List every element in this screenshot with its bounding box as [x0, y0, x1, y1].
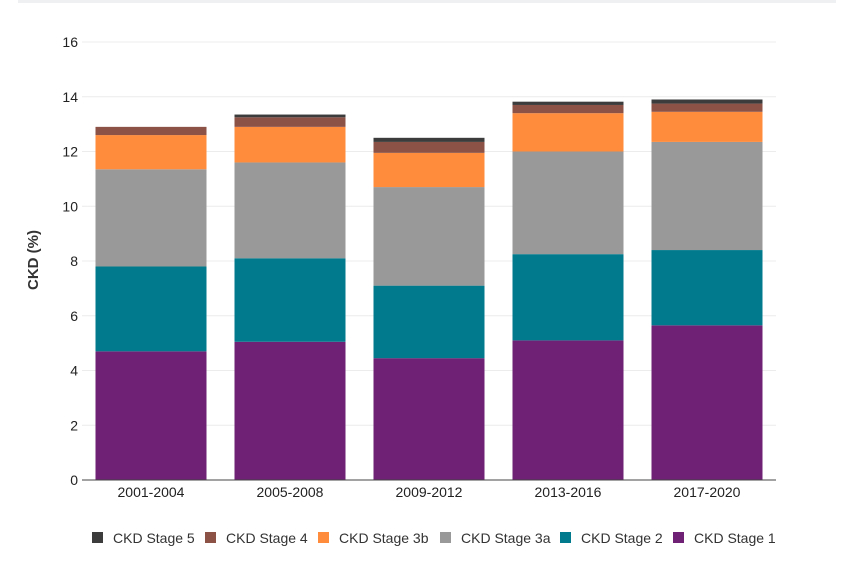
bar-ckd-stage-2-2009-2012	[373, 285, 485, 359]
y-tick-label: 14	[62, 89, 78, 105]
bars	[82, 99, 776, 481]
y-tick-label: 16	[62, 34, 78, 50]
x-tick-label: 2013-2016	[535, 484, 602, 500]
y-tick-label: 6	[70, 308, 78, 324]
bar-ckd-stage-5-2009-2012	[373, 137, 485, 142]
legend-label: CKD Stage 1	[694, 530, 776, 546]
legend-item-ckd-stage-5[interactable]: CKD Stage 5	[92, 530, 195, 546]
legend-swatch	[673, 532, 684, 543]
x-tick-label: 2017-2020	[674, 484, 741, 500]
legend-label: CKD Stage 2	[581, 530, 663, 546]
bar-ckd-stage-1-2017-2020	[651, 325, 763, 480]
y-tick-label: 2	[70, 417, 78, 433]
y-tick-label: 0	[70, 472, 78, 488]
y-tick-label: 10	[62, 198, 78, 214]
bar-ckd-stage-2-2017-2020	[651, 250, 763, 326]
bar-ckd-stage-1-2009-2012	[373, 358, 485, 480]
bar-ckd-stage-3b-2009-2012	[373, 152, 485, 188]
x-tick-label: 2009-2012	[396, 484, 463, 500]
y-axis-ticks: 0 2 4 6 8 10 12 14 16	[62, 34, 78, 488]
y-tick-label: 12	[62, 144, 78, 160]
y-axis-label: CKD (%)	[25, 230, 42, 290]
legend-swatch	[92, 532, 103, 543]
bar-ckd-stage-1-2005-2008	[234, 341, 346, 480]
bar-ckd-stage-1-2013-2016	[512, 340, 624, 480]
bar-ckd-stage-5-2017-2020	[651, 99, 763, 104]
bar-ckd-stage-3b-2001-2004	[95, 135, 207, 170]
bar-ckd-stage-2-2005-2008	[234, 258, 346, 342]
x-axis-ticks: 2001-2004 2005-2008 2009-2012 2013-2016 2017…	[118, 484, 741, 500]
legend-label: CKD Stage 5	[113, 530, 195, 546]
legend-label: CKD Stage 3a	[461, 530, 551, 546]
x-tick-label: 2001-2004	[118, 484, 185, 500]
bar-ckd-stage-5-2005-2008	[234, 114, 346, 118]
bar-ckd-stage-3b-2005-2008	[234, 126, 346, 163]
x-tick-label: 2005-2008	[257, 484, 324, 500]
bar-ckd-stage-3a-2009-2012	[373, 187, 485, 286]
bar-ckd-stage-3a-2013-2016	[512, 151, 624, 255]
legend-swatch	[205, 532, 216, 543]
legend-item-ckd-stage-4[interactable]: CKD Stage 4	[205, 530, 308, 546]
legend-item-ckd-stage-3a[interactable]: CKD Stage 3a	[440, 530, 551, 546]
top-divider	[18, 0, 836, 3]
bar-ckd-stage-4-2001-2004	[95, 126, 207, 136]
bar-ckd-stage-3b-2013-2016	[512, 113, 624, 152]
bar-ckd-stage-4-2017-2020	[651, 103, 763, 112]
bar-ckd-stage-3a-2001-2004	[95, 169, 207, 267]
legend-item-ckd-stage-2[interactable]: CKD Stage 2	[560, 530, 663, 546]
bar-ckd-stage-4-2005-2008	[234, 117, 346, 127]
y-tick-label: 8	[70, 253, 78, 269]
bar-ckd-stage-2-2001-2004	[95, 266, 207, 352]
legend-swatch	[440, 532, 451, 543]
bar-ckd-stage-2-2013-2016	[512, 254, 624, 341]
bar-ckd-stage-1-2001-2004	[95, 351, 207, 480]
legend-swatch	[318, 532, 329, 543]
bar-ckd-stage-3b-2017-2020	[651, 111, 763, 142]
legend-label: CKD Stage 4	[226, 530, 308, 546]
bar-ckd-stage-4-2013-2016	[512, 104, 624, 114]
legend: CKD Stage 5 CKD Stage 4 CKD Stage 3b CKD St…	[92, 530, 776, 546]
bar-ckd-stage-3a-2017-2020	[651, 141, 763, 251]
bar-ckd-stage-4-2009-2012	[373, 141, 485, 153]
y-tick-label: 4	[70, 363, 78, 379]
legend-swatch	[560, 532, 571, 543]
legend-label: CKD Stage 3b	[339, 530, 429, 546]
legend-item-ckd-stage-1[interactable]: CKD Stage 1	[673, 530, 776, 546]
legend-item-ckd-stage-3b[interactable]: CKD Stage 3b	[318, 530, 429, 546]
bar-ckd-stage-5-2013-2016	[512, 101, 624, 105]
bar-ckd-stage-3a-2005-2008	[234, 162, 346, 259]
